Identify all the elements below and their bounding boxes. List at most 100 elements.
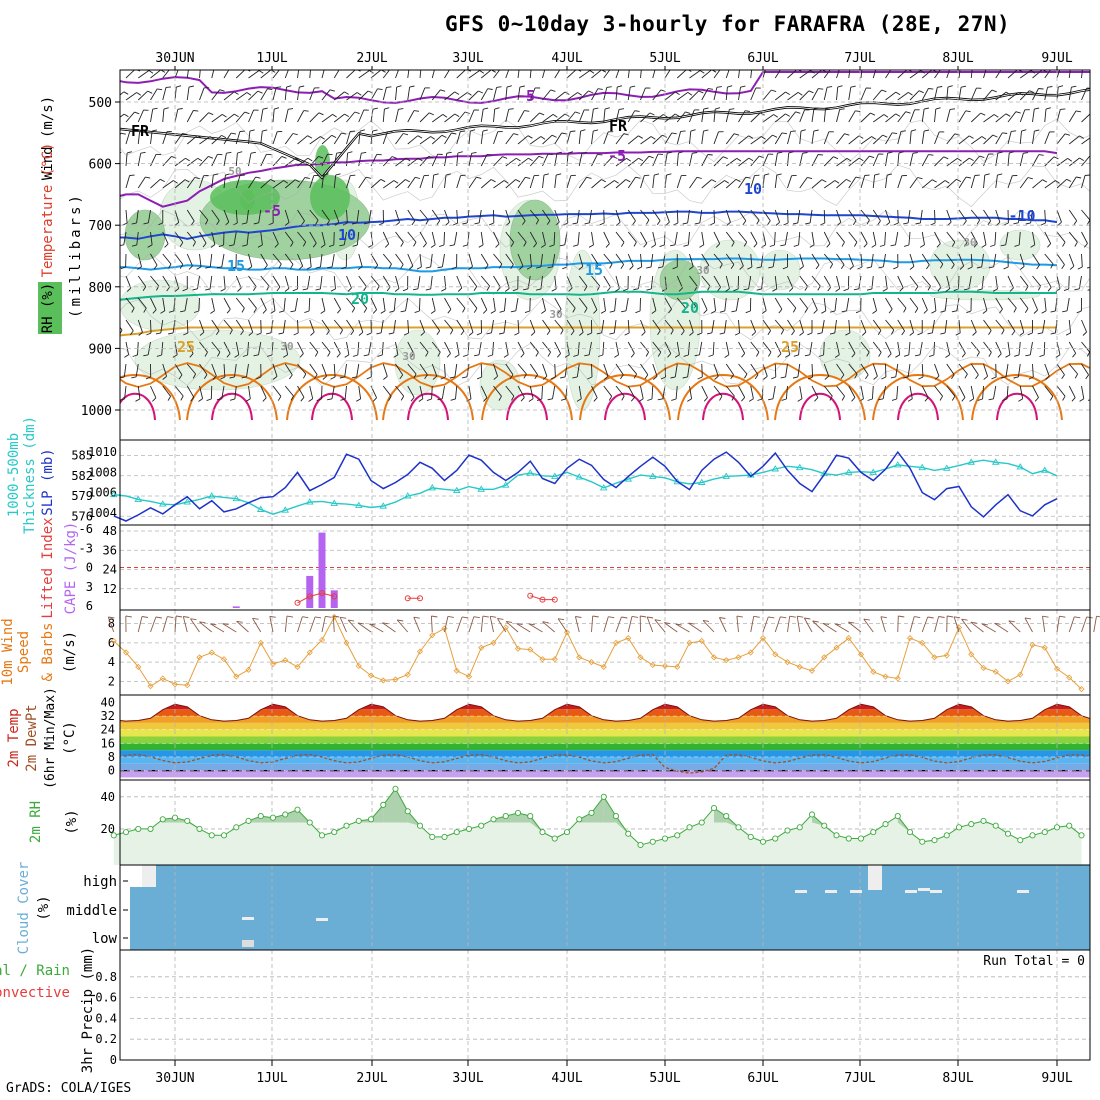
wind-barb (1032, 385, 1039, 398)
wind-barb-flag (690, 129, 696, 132)
wind-barb-flag (724, 180, 730, 184)
wind-barb-flag (503, 180, 509, 184)
wind-barb (272, 109, 275, 123)
thickness-point (722, 472, 731, 479)
wind-barb (150, 253, 158, 266)
wind-barb (970, 253, 973, 268)
wind-barb-flag (999, 308, 1003, 314)
wind-barb (419, 319, 426, 333)
wind-barb (491, 319, 494, 333)
wind-barb (282, 319, 286, 333)
wind-barb (1081, 319, 1088, 333)
wind-barb (652, 297, 657, 311)
wind-barb-flag (619, 108, 625, 110)
thickness-point (991, 458, 1000, 465)
wind10-barb-flag (447, 615, 454, 618)
wind-barb-flag (1092, 137, 1096, 140)
wind-barb (395, 275, 400, 289)
rh2m-point (343, 822, 350, 829)
wind10-barb-flag (505, 620, 513, 623)
wind-barb (931, 319, 935, 333)
wind-barb (321, 154, 328, 167)
wind-barb (150, 178, 161, 189)
wind-barb-flag (256, 376, 262, 380)
wind-barb-flag (924, 129, 930, 132)
rh2m-point (906, 829, 914, 836)
wind-barb (480, 109, 484, 123)
wind-barb (186, 253, 193, 267)
wind-barb-flag (135, 398, 141, 402)
wind-barb-flag (891, 398, 897, 401)
wind10-barb (822, 623, 837, 633)
rh2m-point (294, 806, 301, 813)
rh2m-point (661, 835, 669, 842)
wind-barb (554, 132, 562, 145)
wind10-barb-flag (592, 615, 599, 618)
wind-barb (443, 231, 445, 246)
wind-barb (774, 113, 786, 123)
wind-barb (725, 231, 735, 243)
wind-barb-flag (914, 308, 919, 313)
wind-barb-flag (928, 154, 934, 156)
wind-barb (358, 297, 368, 309)
wind-barb (382, 131, 388, 145)
wind-barb-flag (164, 243, 169, 248)
wind-barb (909, 253, 915, 267)
wind-barb (199, 319, 205, 333)
wind-barb (921, 363, 924, 378)
wind-barb (540, 253, 543, 267)
wind-barb-flag (573, 244, 579, 247)
wind-barb-flag (140, 151, 146, 154)
wind-barb-flag (504, 288, 510, 292)
wind-barb (615, 179, 627, 189)
thickness-point (771, 465, 780, 472)
wind-barb-flag (372, 107, 378, 110)
wind-barb (186, 110, 194, 123)
wind-barb (627, 341, 635, 354)
wind-tick-label: 2 (108, 674, 115, 688)
wind-barb (885, 70, 892, 79)
thickness-label-0: 1000-500mb (6, 433, 22, 517)
wind-barb (699, 341, 703, 355)
wind-barb-flag (510, 242, 515, 247)
wind-barb (993, 385, 997, 399)
thickness-point (697, 478, 706, 485)
wind-barb-flag (887, 151, 893, 154)
wind-barb (199, 112, 209, 123)
wind10-point (980, 664, 987, 671)
wind-barb (358, 131, 361, 145)
wind-barb (431, 363, 438, 377)
wind-barb-flag (212, 375, 217, 380)
rh2m-point (453, 829, 460, 836)
wind-barb (799, 253, 804, 267)
wind-barb-flag (503, 354, 509, 358)
wind10-point (196, 654, 203, 661)
wind-barb-flag (1019, 332, 1025, 336)
wind10-point (355, 662, 362, 670)
wind-barb-flag (672, 67, 677, 68)
dewpoint-line (120, 753, 1090, 774)
rh2m-point (955, 824, 963, 831)
wind-barb-flag (997, 151, 1003, 154)
wind10-barb-flag (357, 622, 364, 625)
wind-barb-flag (274, 243, 279, 248)
wind-barb-flag (829, 263, 833, 269)
wind-barb (321, 341, 331, 353)
wind10-barb-flag (719, 617, 726, 619)
wind-barb-flag (674, 354, 680, 358)
wind-barb-flag (1011, 330, 1016, 336)
wind10-barb (1008, 620, 1021, 633)
wind-barb (934, 363, 940, 377)
wind-barb-flag (1003, 266, 1009, 270)
wind-barb (333, 153, 338, 167)
wind10-barb (252, 618, 262, 633)
temp-tick-label: 0 (108, 764, 115, 778)
wind-barb (554, 341, 562, 354)
wind-barb (970, 87, 977, 101)
wind-barb (112, 386, 114, 399)
wind-barb-flag (683, 354, 689, 357)
wind-barb-flag (1020, 266, 1025, 270)
wind-barb-flag (908, 92, 913, 96)
wind-barb (260, 275, 270, 287)
